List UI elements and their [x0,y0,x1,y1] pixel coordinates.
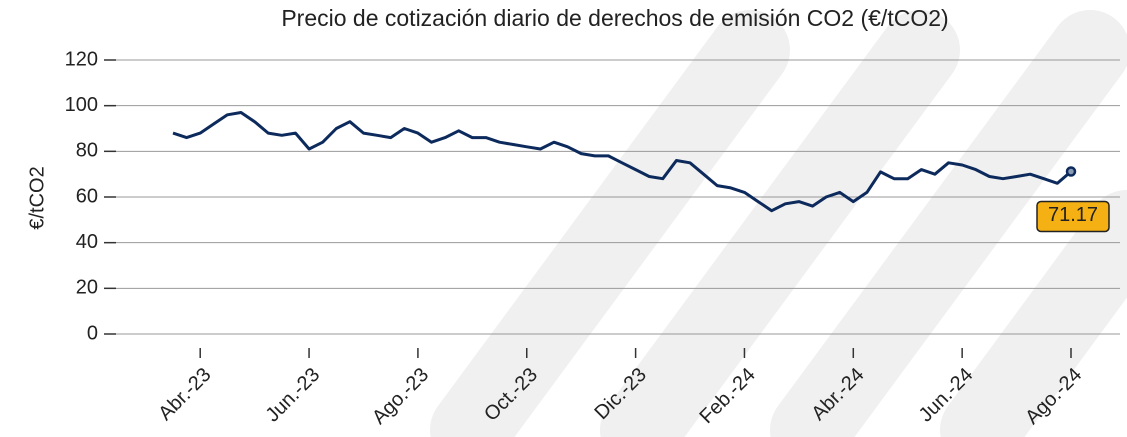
y-tick-label: 120 [65,48,98,70]
x-tick-label: Jun.-23 [262,364,325,427]
value-label: 71.17 [1048,204,1098,226]
background-stripes [430,10,1127,437]
y-tick-label: 100 [65,94,98,116]
value-label-box [1036,200,1110,233]
y-axis-label: €/tCO2 [26,166,48,229]
series-line [172,111,1072,213]
y-tick-label: 80 [76,140,98,162]
x-tick-label: Ago.-23 [368,364,433,429]
y-tick-label: 40 [76,231,98,253]
y-tick-label: 0 [87,322,98,344]
last-point [1065,166,1077,177]
y-tick-label: 60 [76,185,98,207]
chart-title: Precio de cotización diario de derechos … [281,5,948,31]
x-tick-label: Abr.-23 [154,364,215,425]
y-tick-label: 20 [76,277,98,299]
